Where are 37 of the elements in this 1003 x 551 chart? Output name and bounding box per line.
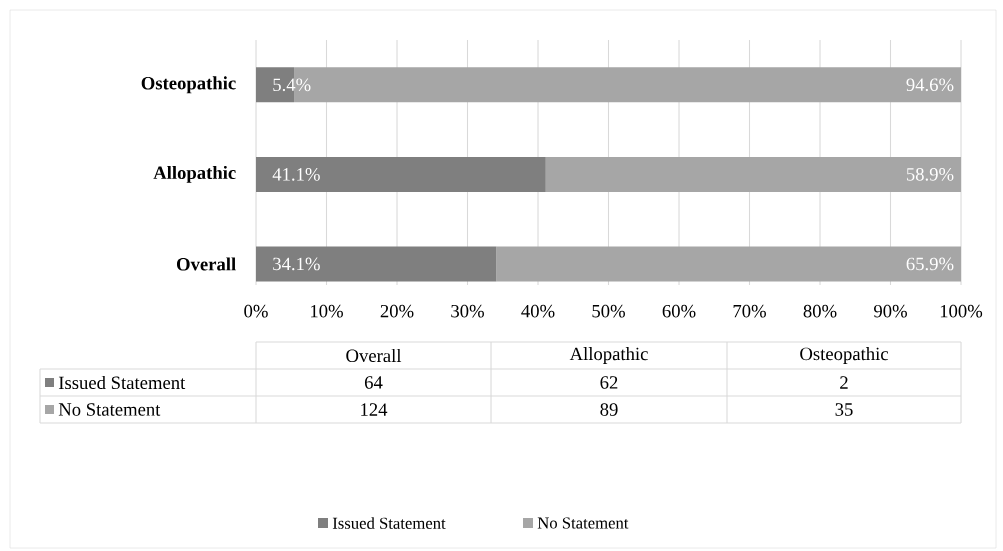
x-tick-label: 60% [662, 304, 696, 318]
data-label: 62 [600, 376, 618, 389]
x-tick-label: 70% [733, 304, 766, 318]
legend-label: No Statement [58, 403, 161, 416]
x-tick-label: 30% [451, 304, 484, 318]
x-tick-label: 50% [592, 304, 625, 318]
y-tick-label: Overall [176, 257, 236, 271]
x-tick-label: 100% [940, 304, 983, 318]
category-label: Osteopathic [800, 347, 889, 364]
x-tick-label: 10% [311, 304, 343, 318]
x-tick-label: 40% [521, 304, 555, 318]
legend-label: Issued Statement [332, 517, 446, 529]
x-tick-label: 80% [803, 304, 837, 318]
data-label: 41.1% [272, 168, 320, 181]
data-label: 35 [835, 403, 853, 416]
x-tick-label: 20% [380, 304, 414, 318]
data-label: 58.9% [906, 168, 954, 181]
data-label: 124 [361, 403, 388, 416]
data-label: 89 [600, 403, 618, 416]
bar [256, 246, 497, 282]
category-label: Overall [346, 348, 402, 363]
data-label: 94.6% [906, 78, 954, 92]
legend-label: Issued Statement [58, 375, 186, 390]
y-tick-label: Osteopathic [141, 76, 236, 94]
data-label: 65.9% [906, 257, 954, 271]
data-label: 64 [364, 376, 383, 389]
data-label: 34.1% [273, 257, 320, 271]
legend-label: No Statement [537, 517, 629, 529]
x-tick-label: 0% [244, 304, 268, 318]
data-label: 2 [840, 376, 848, 389]
bar [496, 246, 962, 282]
x-tick-label: 90% [874, 304, 907, 318]
bar [545, 156, 962, 192]
category-label: Allopathic [569, 347, 648, 364]
data-label: 5.4% [273, 78, 311, 92]
y-tick-label: Allopathic [153, 165, 236, 183]
bar [256, 156, 546, 192]
